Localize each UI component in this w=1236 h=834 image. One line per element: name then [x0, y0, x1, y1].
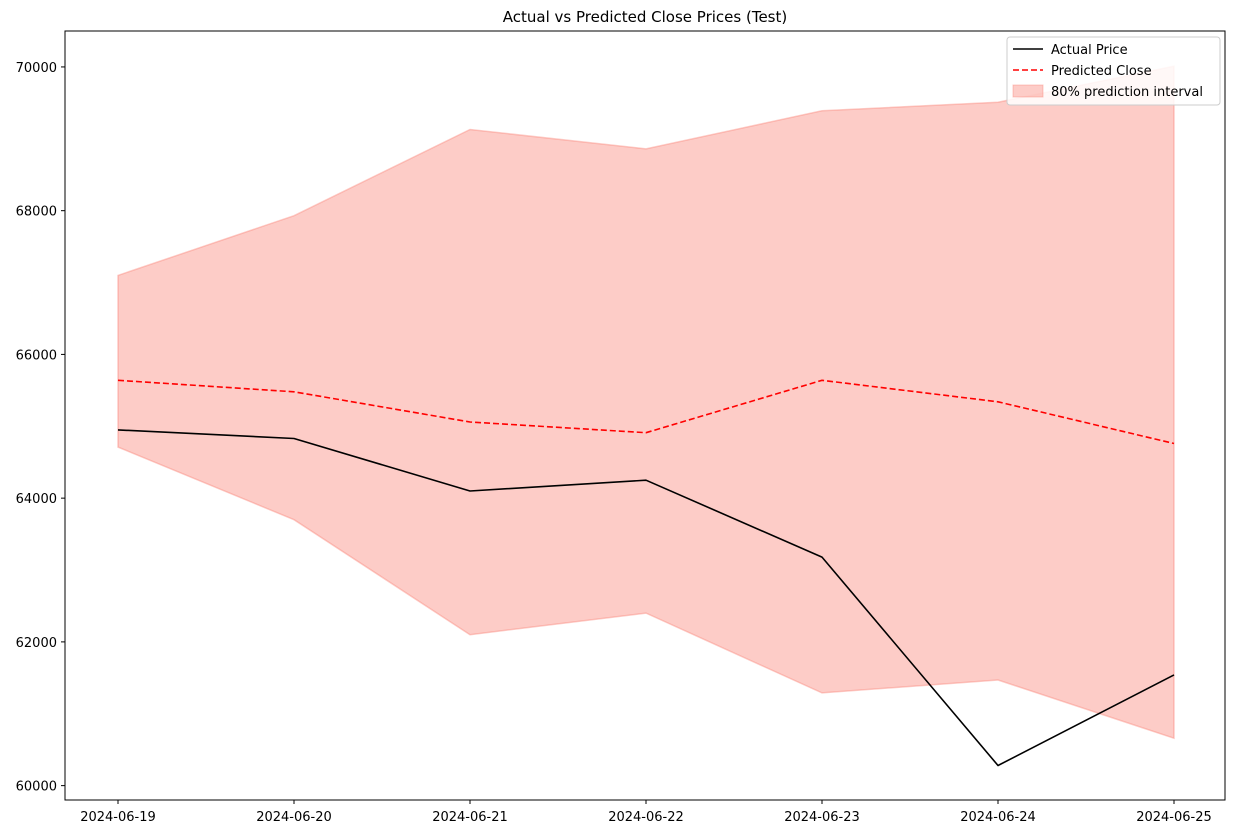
chart-title: Actual vs Predicted Close Prices (Test): [503, 8, 787, 26]
legend-actual-price-label: Actual Price: [1051, 43, 1128, 58]
y-tick-label: 68000: [16, 205, 57, 220]
x-tick-label: 2024-06-25: [1136, 810, 1212, 825]
legend-prediction-interval-swatch: [1012, 84, 1044, 98]
y-tick-label: 62000: [16, 636, 57, 651]
legend-prediction-interval-label: 80% prediction interval: [1051, 85, 1203, 100]
plot-area: [117, 65, 1175, 767]
x-tick-label: 2024-06-21: [432, 810, 508, 825]
plot-frame: [64, 30, 1226, 801]
x-tick-label: 2024-06-20: [256, 810, 332, 825]
axes: 2024-06-19 2024-06-20 2024-06-21 2024-06-22…: [16, 61, 1212, 825]
legend-predicted-close-label: Predicted Close: [1051, 64, 1152, 79]
y-tick-label: 64000: [16, 492, 57, 507]
y-tick-label: 70000: [16, 61, 57, 76]
x-tick-label: 2024-06-24: [960, 810, 1036, 825]
legend-box: [1006, 36, 1221, 106]
prediction-interval-band: [117, 65, 1175, 740]
y-tick-label: 60000: [16, 780, 57, 795]
y-tick-label: 66000: [16, 348, 57, 363]
x-tick-label: 2024-06-19: [80, 810, 156, 825]
legend: Actual Price Predicted Close 80% predictio…: [1006, 36, 1221, 106]
x-tick-label: 2024-06-23: [784, 810, 860, 825]
x-tick-label: 2024-06-22: [608, 810, 684, 825]
